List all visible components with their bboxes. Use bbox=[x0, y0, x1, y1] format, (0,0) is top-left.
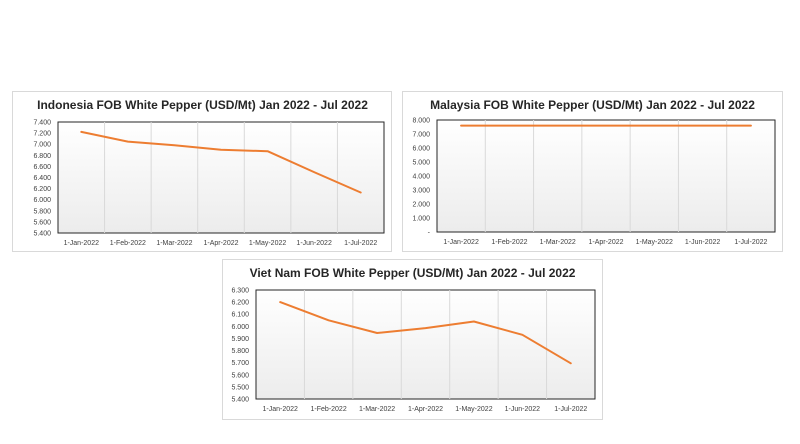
y-tick-label: 6.300 bbox=[231, 288, 249, 295]
chart-title: Viet Nam FOB White Pepper (USD/Mt) Jan 2… bbox=[250, 266, 576, 280]
y-tick-label: 1.000 bbox=[412, 216, 430, 223]
chart-indonesia: Indonesia FOB White Pepper (USD/Mt) Jan … bbox=[12, 91, 392, 252]
x-tick-label: 1-Jul-2022 bbox=[344, 240, 377, 247]
x-tick-label: 1-Jan-2022 bbox=[64, 240, 100, 247]
x-tick-label: 1-May-2022 bbox=[249, 240, 286, 247]
x-tick-label: 1-Jun-2022 bbox=[296, 240, 332, 247]
y-tick-label: 6.600 bbox=[33, 164, 51, 171]
chart-malaysia: Malaysia FOB White Pepper (USD/Mt) Jan 2… bbox=[402, 91, 783, 252]
x-tick-label: 1-Apr-2022 bbox=[588, 239, 623, 246]
series-line bbox=[80, 130, 362, 194]
plot-area bbox=[57, 121, 385, 234]
y-tick-label: 8.000 bbox=[412, 118, 430, 125]
y-tick-label: 5.800 bbox=[231, 348, 249, 355]
x-tick-label: 1-Jan-2022 bbox=[263, 406, 299, 413]
plot-area bbox=[436, 119, 776, 233]
y-tick-label: 4.000 bbox=[412, 174, 430, 181]
x-tick-label: 1-Feb-2022 bbox=[110, 240, 146, 247]
y-tick-label: 6.400 bbox=[33, 175, 51, 182]
series-line bbox=[279, 301, 572, 365]
y-tick-label: 5.600 bbox=[33, 219, 51, 226]
y-tick-label: 3.000 bbox=[412, 188, 430, 195]
x-tick-label: 1-Apr-2022 bbox=[203, 240, 238, 247]
x-tick-label: 1-Feb-2022 bbox=[311, 406, 347, 413]
y-tick-label: 7.000 bbox=[412, 132, 430, 139]
y-tick-label: 6.200 bbox=[231, 300, 249, 307]
y-tick-label: 5.500 bbox=[231, 384, 249, 391]
y-tick-label: 7.200 bbox=[33, 131, 51, 138]
chart-title: Malaysia FOB White Pepper (USD/Mt) Jan 2… bbox=[430, 98, 755, 112]
x-tick-label: 1-Jan-2022 bbox=[443, 239, 479, 246]
y-tick-label: 2.000 bbox=[412, 202, 430, 209]
y-tick-label: 5.800 bbox=[33, 208, 51, 215]
x-tick-label: 1-Jul-2022 bbox=[734, 239, 767, 246]
y-tick-label: 6.800 bbox=[33, 153, 51, 160]
chart-svg: Viet Nam FOB White Pepper (USD/Mt) Jan 2… bbox=[231, 266, 596, 413]
y-tick-label: 6.200 bbox=[33, 186, 51, 193]
chart-svg: Indonesia FOB White Pepper (USD/Mt) Jan … bbox=[33, 98, 385, 247]
y-tick-label: 6.000 bbox=[33, 197, 51, 204]
x-tick-label: 1-Jun-2022 bbox=[685, 239, 721, 246]
x-tick-label: 1-Jun-2022 bbox=[505, 406, 541, 413]
y-tick-label: 6.000 bbox=[231, 324, 249, 331]
y-tick-label: 6.000 bbox=[412, 146, 430, 153]
x-tick-label: 1-Apr-2022 bbox=[408, 406, 443, 413]
y-tick-label: 5.400 bbox=[231, 397, 249, 404]
y-tick-label: 5.400 bbox=[33, 231, 51, 238]
plot-area bbox=[255, 289, 596, 400]
x-tick-label: 1-Mar-2022 bbox=[359, 406, 395, 413]
y-tick-label: 5.900 bbox=[231, 336, 249, 343]
chart-vietnam: Viet Nam FOB White Pepper (USD/Mt) Jan 2… bbox=[222, 259, 603, 420]
y-tick-label: 5.700 bbox=[231, 360, 249, 367]
y-tick-label: 7.000 bbox=[33, 142, 51, 149]
y-tick-label: - bbox=[428, 230, 431, 237]
x-tick-label: 1-Feb-2022 bbox=[491, 239, 527, 246]
y-tick-label: 6.100 bbox=[231, 312, 249, 319]
x-tick-label: 1-Mar-2022 bbox=[540, 239, 576, 246]
chart-svg: Malaysia FOB White Pepper (USD/Mt) Jan 2… bbox=[412, 98, 776, 246]
x-tick-label: 1-May-2022 bbox=[455, 406, 492, 413]
x-tick-label: 1-Mar-2022 bbox=[156, 240, 192, 247]
y-tick-label: 7.400 bbox=[33, 120, 51, 127]
x-tick-label: 1-May-2022 bbox=[636, 239, 673, 246]
y-tick-label: 5.000 bbox=[412, 160, 430, 167]
chart-title: Indonesia FOB White Pepper (USD/Mt) Jan … bbox=[37, 98, 368, 112]
x-tick-label: 1-Jul-2022 bbox=[554, 406, 587, 413]
y-tick-label: 5.600 bbox=[231, 372, 249, 379]
